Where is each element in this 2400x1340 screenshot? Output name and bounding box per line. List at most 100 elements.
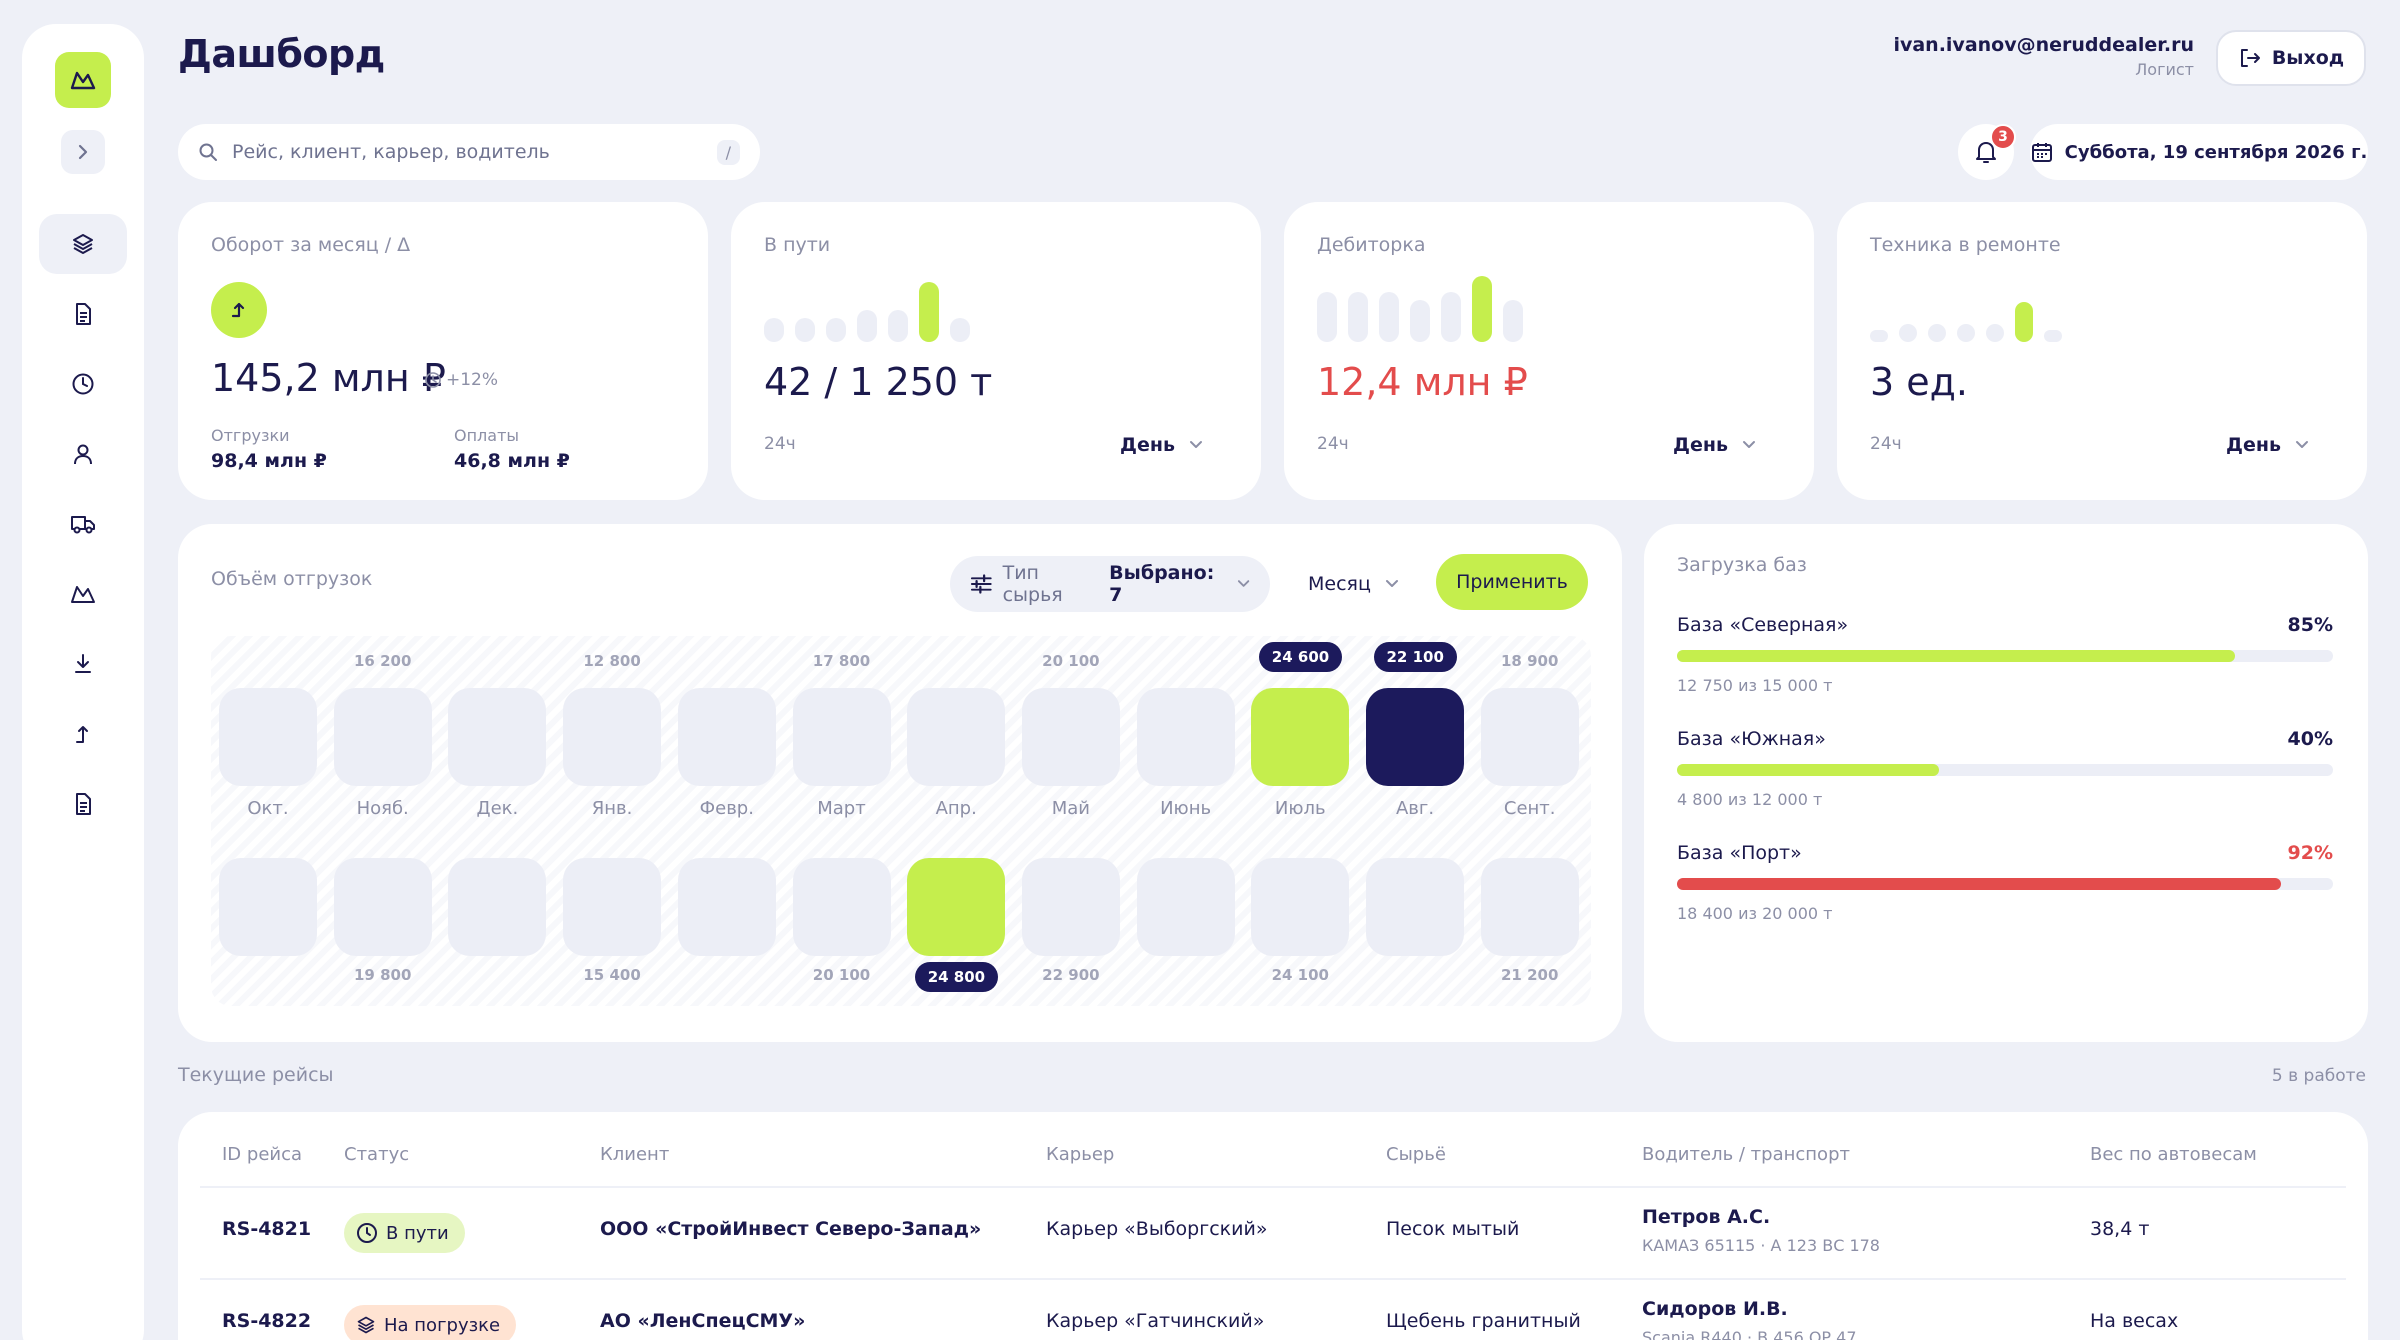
column-header-quarry[interactable]: Карьер <box>1046 1144 1115 1165</box>
spark-bar <box>919 282 939 342</box>
clock-icon <box>72 373 94 395</box>
trip-id[interactable]: RS-4821 <box>222 1218 312 1240</box>
notifications-button[interactable]: 3 <box>1958 124 2016 180</box>
expand-sidebar-button[interactable] <box>61 130 105 174</box>
sidebar-item-dashboard[interactable] <box>39 214 127 274</box>
column-header-status[interactable]: Статус <box>344 1144 410 1165</box>
sliders-icon <box>970 574 992 594</box>
trip-material: Песок мытый <box>1386 1218 1520 1240</box>
column-header-weight[interactable]: Вес по автовесам <box>2090 1144 2257 1165</box>
kpi-receivables-card: Дебиторка 12,4 млн ₽ 24ч День <box>1284 202 1814 500</box>
kpi-turnover-card: Оборот за месяц / Δ 145,2 млн ₽ +12% Отг… <box>178 202 708 500</box>
volume-cell[interactable] <box>792 858 891 956</box>
upload-icon <box>76 726 88 743</box>
kpi-in-transit-window: 24ч <box>764 434 796 454</box>
volume-cell[interactable] <box>1366 688 1464 786</box>
date-picker-button[interactable]: Суббота, 19 сентября 2026 г. <box>2030 124 2368 180</box>
volume-cell[interactable] <box>219 688 317 786</box>
kpi-turnover-delta-value: +12% <box>446 370 499 390</box>
sidebar-item-quarries[interactable] <box>39 564 127 624</box>
base-progress-fill <box>1677 650 2235 662</box>
kpi-turnover-value: 145,2 млн ₽ <box>211 356 446 400</box>
volume-cell[interactable] <box>677 858 776 956</box>
spark-bar <box>1379 292 1399 342</box>
kpi-in-transit-sparkbars <box>764 274 970 342</box>
volume-cell[interactable] <box>448 858 547 956</box>
trip-id[interactable]: RS-4822 <box>222 1310 312 1332</box>
volume-cell[interactable] <box>907 688 1006 786</box>
spark-bar <box>1317 292 1337 342</box>
spark-bar <box>826 318 846 342</box>
volume-cell[interactable] <box>677 688 776 786</box>
logout-label: Выход <box>2271 47 2345 69</box>
sidebar-item-incoming[interactable] <box>39 634 127 694</box>
divider <box>200 1278 2346 1280</box>
column-header-material[interactable]: Сырьё <box>1386 1144 1446 1165</box>
sidebar-item-history[interactable] <box>39 354 127 414</box>
volume-cell[interactable] <box>907 858 1006 956</box>
column-header-id[interactable]: ID рейса <box>222 1144 303 1165</box>
volume-cell[interactable] <box>563 858 662 956</box>
volume-cell[interactable] <box>1136 858 1235 956</box>
trip-material: Щебень гранитный <box>1386 1310 1581 1332</box>
search-input[interactable]: Рейс, клиент, карьер, водитель / <box>178 124 760 180</box>
status-label: В пути <box>386 1222 449 1244</box>
volume-cell[interactable] <box>1251 858 1350 956</box>
sidebar-item-clients[interactable] <box>39 424 127 484</box>
page-title: Дашборд <box>178 32 385 76</box>
sidebar-item-outgoing[interactable] <box>39 704 127 764</box>
material-type-filter[interactable]: Тип сырья Выбрано: 7 <box>950 556 1270 612</box>
kpi-repair-period-select[interactable]: День <box>2226 434 2309 456</box>
sidebar-item-reports[interactable] <box>39 774 127 834</box>
chevron-down-icon <box>1237 580 1250 587</box>
kpi-in-transit-card: В пути 42 / 1 250 т 24ч День <box>731 202 1261 500</box>
month-label: Дек. <box>476 798 519 819</box>
date-label: Суббота, 19 сентября 2026 г. <box>2064 141 2368 163</box>
period-label: День <box>1673 434 1728 456</box>
volume-cell[interactable] <box>1251 688 1350 786</box>
volume-cell[interactable] <box>333 858 432 956</box>
kpi-receivables-period-select[interactable]: День <box>1673 434 1756 456</box>
trip-quarry: Карьер «Гатчинский» <box>1046 1310 1265 1332</box>
logo-mountain-icon[interactable] <box>55 52 111 108</box>
volume-value-label: 20 100 <box>812 966 871 984</box>
base-capacity: 18 400 из 20 000 т <box>1677 904 1833 923</box>
volume-cell[interactable] <box>219 858 317 956</box>
volume-cell[interactable] <box>1136 688 1235 786</box>
spark-bar <box>1899 324 1917 342</box>
month-label: Май <box>1051 798 1091 819</box>
volume-period-select[interactable]: Месяц <box>1308 556 1399 612</box>
column-header-client[interactable]: Клиент <box>600 1144 670 1165</box>
kpi-repair-window: 24ч <box>1870 434 1902 454</box>
sidebar-item-documents[interactable] <box>39 284 127 344</box>
column-header-driver[interactable]: Водитель / транспорт <box>1642 1144 1850 1165</box>
base-name: База «Порт» <box>1677 842 1802 864</box>
base-row: База «Порт» 92% 18 400 из 20 000 т <box>1677 842 2333 923</box>
sidebar-item-fleet[interactable] <box>39 494 127 554</box>
volume-cell[interactable] <box>448 688 547 786</box>
month-label: Янв. <box>591 798 633 819</box>
trips-count: 5 в работе <box>2271 1066 2366 1086</box>
volume-cell[interactable] <box>1480 858 1579 956</box>
base-capacity: 4 800 из 12 000 т <box>1677 790 1823 809</box>
volume-cell[interactable] <box>1021 858 1120 956</box>
spark-bar <box>795 318 815 342</box>
logout-button[interactable]: Выход <box>2216 30 2366 86</box>
trip-weight: 38,4 т <box>2090 1218 2150 1240</box>
kpi-repair-value: 3 ед. <box>1870 360 1968 404</box>
volume-cell[interactable] <box>1021 688 1120 786</box>
volume-cell[interactable] <box>1366 858 1464 956</box>
kpi-in-transit-period-select[interactable]: День <box>1120 434 1203 456</box>
spark-bar <box>2015 302 2033 342</box>
trip-quarry: Карьер «Выборгский» <box>1046 1218 1268 1240</box>
volume-cell[interactable] <box>563 688 662 786</box>
volume-value-label: 16 200 <box>353 652 412 670</box>
apply-button[interactable]: Применить <box>1436 554 1588 610</box>
base-percent: 92% <box>2287 842 2333 864</box>
spark-bar <box>2044 330 2062 342</box>
base-load-title: Загрузка баз <box>1677 554 1807 576</box>
volume-cell[interactable] <box>333 688 432 786</box>
search-placeholder: Рейс, клиент, карьер, водитель <box>232 141 550 163</box>
volume-cell[interactable] <box>1480 688 1579 786</box>
volume-cell[interactable] <box>792 688 891 786</box>
